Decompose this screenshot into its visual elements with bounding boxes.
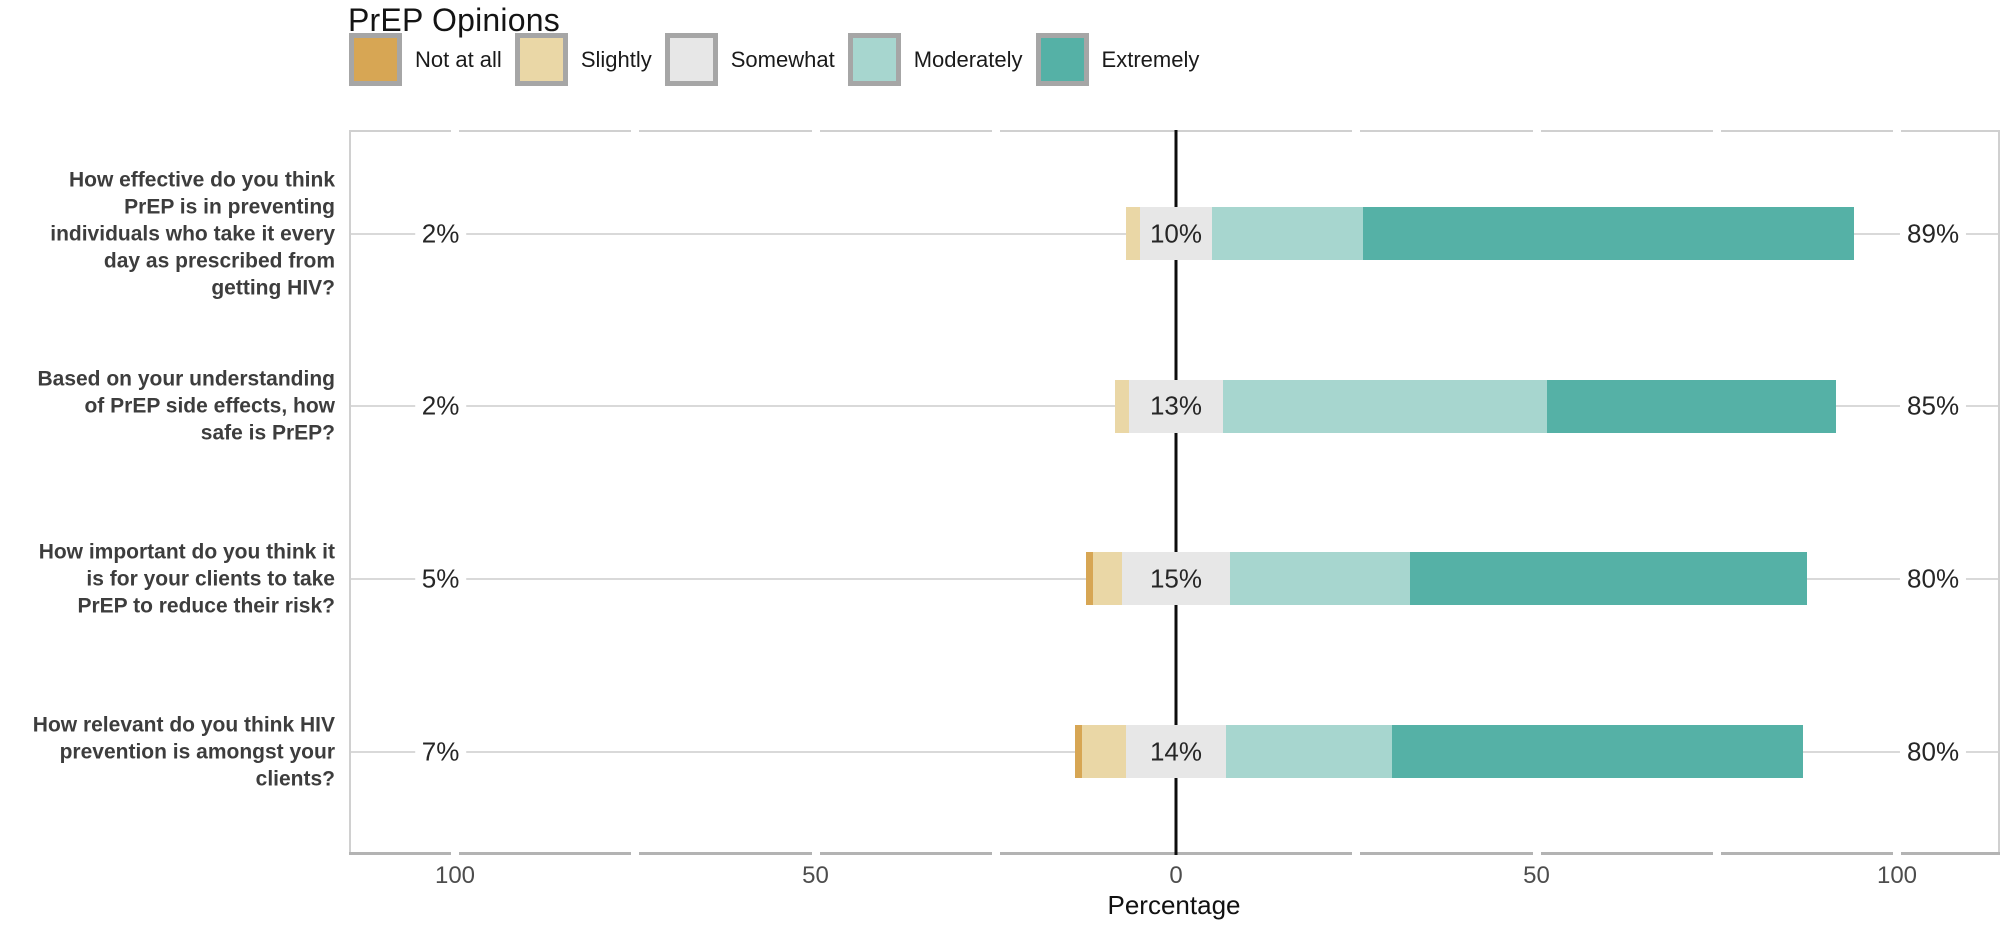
question-label: How relevant do you think HIV prevention… (32, 713, 335, 791)
bar-segment-slightly (1093, 552, 1122, 606)
minor-tick-gap (1712, 130, 1721, 132)
legend-swatch (664, 33, 718, 86)
bar-segment-somewhat (1121, 552, 1231, 606)
panel-border-right (1998, 130, 2000, 855)
bar-segment-not-at-all (1085, 552, 1094, 606)
center-neutral-label: 14% (1149, 736, 1203, 767)
x-tick-label: 50 (802, 862, 829, 889)
minor-tick-gap (631, 130, 640, 132)
minor-tick-gap (631, 852, 640, 855)
right-total-label: 80% (1900, 561, 1967, 597)
bar-segment-moderately (1230, 552, 1411, 606)
question-label: How effective do you think PrEP is in pr… (50, 168, 335, 299)
minor-tick-gap (991, 852, 1000, 855)
minor-tick-gap (451, 130, 459, 132)
question-label: Based on your understanding of PrEP side… (37, 367, 335, 445)
legend-swatch (349, 33, 402, 86)
minor-tick-gap (811, 852, 820, 855)
x-tick-label: 50 (1523, 862, 1550, 889)
legend-swatch (1035, 33, 1089, 86)
bar-segment-moderately (1226, 725, 1393, 779)
left-total-label: 2% (414, 388, 467, 424)
x-tick-label: 100 (434, 862, 476, 889)
legend-label: Somewhat (730, 46, 835, 72)
bar-segment-slightly (1114, 379, 1130, 433)
legend-item: Somewhat (664, 33, 835, 86)
right-total-label: 85% (1900, 388, 1967, 424)
bar-segment-extremely (1547, 379, 1836, 433)
legend-swatch (847, 33, 901, 86)
question-label: How important do you think it is for you… (38, 540, 335, 618)
minor-tick-gap (1532, 852, 1541, 855)
bar-segment-slightly (1125, 207, 1140, 260)
bar-segment-somewhat (1129, 379, 1223, 433)
minor-tick-gap (991, 130, 1000, 132)
minor-tick-gap (1532, 130, 1541, 132)
x-tick-label: 0 (1169, 862, 1183, 889)
zero-baseline (1174, 130, 1178, 855)
y-axis-question-labels: How effective do you think PrEP is in pr… (0, 0, 335, 929)
legend: Not at all Slightly Somewhat Moderately Extr… (349, 33, 1199, 86)
legend-item: Extremely (1035, 33, 1200, 86)
center-neutral-label: 10% (1149, 218, 1203, 248)
bar-segment-moderately (1222, 379, 1548, 433)
legend-label: Moderately (913, 46, 1023, 72)
bar-segment-moderately (1212, 207, 1364, 260)
minor-tick-gap (1352, 130, 1361, 132)
legend-item: Slightly (514, 33, 652, 86)
minor-tick-gap (1712, 852, 1721, 855)
minor-tick-gap (1352, 852, 1361, 855)
panel-border-left (349, 130, 351, 855)
left-total-label: 2% (414, 216, 467, 251)
legend-item: Not at all (349, 33, 502, 86)
x-tick-label: 100 (1876, 862, 1918, 889)
plot-panel: 2% 10% 89% 2% 13% 85% 5% 15% 80% 7% 14% 80% (349, 130, 2000, 855)
legend-label: Slightly (580, 46, 652, 72)
left-total-label: 7% (414, 734, 467, 770)
x-axis-title: Percentage (1107, 890, 1241, 920)
bar-segment-somewhat (1139, 207, 1213, 260)
legend-item: Moderately (847, 33, 1023, 86)
chart-title: PrEP Opinions (348, 2, 560, 38)
minor-tick-gap (1893, 852, 1901, 855)
bar-segment-not-at-all (1075, 725, 1083, 779)
bar-segment-somewhat (1125, 725, 1227, 779)
bar-segment-slightly (1082, 725, 1126, 779)
minor-tick-gap (1893, 130, 1901, 132)
legend-swatch (514, 33, 568, 86)
bar-segment-extremely (1363, 207, 1854, 260)
minor-tick-gap (451, 852, 459, 855)
center-neutral-label: 13% (1149, 390, 1203, 421)
bar-segment-extremely (1392, 725, 1804, 779)
center-neutral-label: 15% (1149, 563, 1203, 594)
legend-label: Not at all (415, 46, 502, 72)
right-total-label: 80% (1900, 734, 1967, 770)
right-total-label: 89% (1900, 216, 1967, 251)
bar-segment-extremely (1410, 552, 1807, 606)
legend-label: Extremely (1101, 46, 1200, 72)
minor-tick-gap (811, 130, 820, 132)
left-total-label: 5% (414, 561, 467, 597)
